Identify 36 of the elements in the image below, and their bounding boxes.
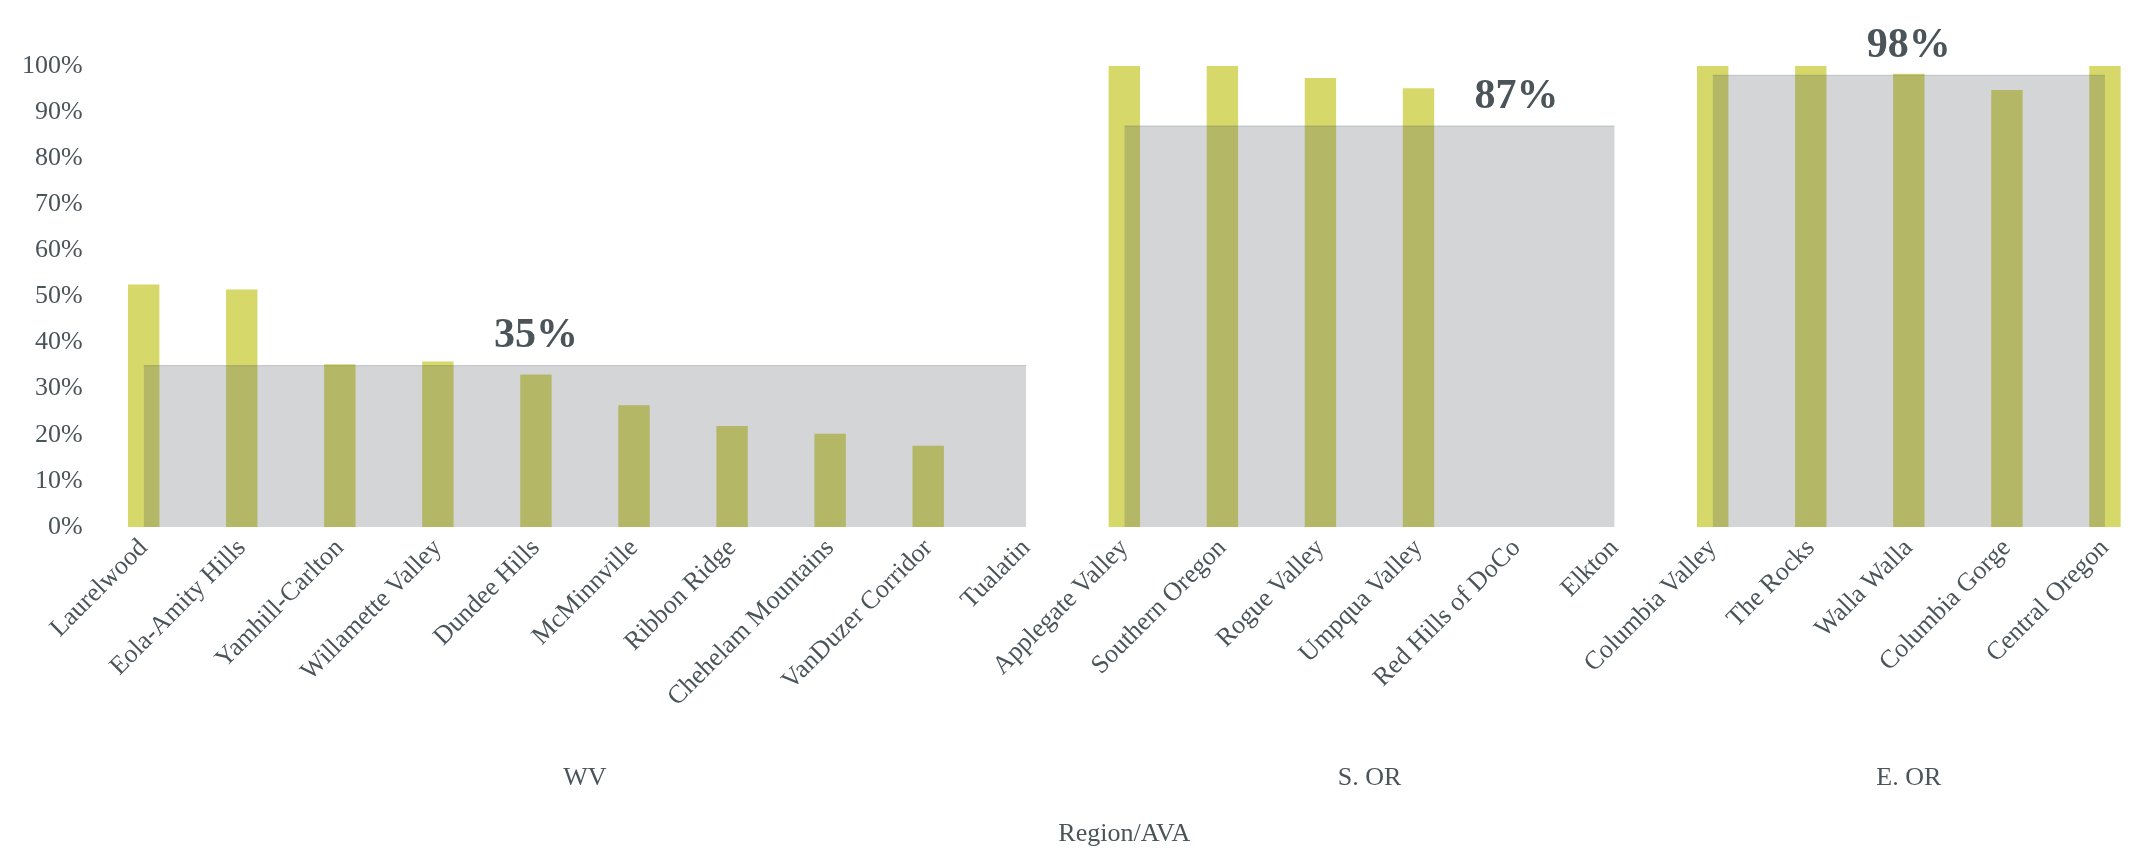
text: WV: [563, 761, 607, 791]
data-label: 98%: [1866, 20, 1951, 67]
y-tick-label: 0%: [47, 510, 83, 540]
bar: [520, 374, 552, 527]
bar: [1304, 77, 1337, 527]
text: E. OR: [1876, 761, 1942, 791]
y-tick-label: 80%: [34, 142, 83, 172]
y-tick-label: 30%: [34, 372, 83, 402]
bar: [2089, 66, 2121, 527]
bar: [1697, 66, 1729, 527]
bar: [1991, 89, 2023, 527]
y-tick-label: 90%: [34, 95, 83, 125]
y-tick-label: 20%: [34, 418, 83, 448]
text: S. OR: [1337, 761, 1402, 791]
bar: [128, 284, 160, 527]
bar: [1402, 88, 1435, 527]
bar: [422, 361, 454, 527]
y-tick-label: 50%: [34, 280, 83, 310]
bar: [716, 426, 748, 527]
x-axis-title: Region/AVA: [1058, 818, 1191, 848]
y-tick-label: 60%: [34, 234, 83, 264]
y-tick-label: 10%: [34, 464, 83, 494]
data-label: 35%: [493, 310, 578, 357]
bar: [814, 433, 846, 527]
bar: [1893, 73, 1925, 527]
bar: [1206, 66, 1239, 527]
bar: [912, 445, 944, 527]
bar: [226, 289, 258, 527]
bar: [1108, 66, 1141, 527]
y-tick-label: 70%: [34, 188, 83, 218]
bar: [1795, 66, 1827, 527]
bar: [618, 405, 650, 527]
bar: [324, 364, 356, 527]
y-tick-label: 40%: [34, 326, 83, 356]
y-tick-label: 100%: [21, 49, 83, 79]
data-label: 87%: [1474, 70, 1559, 117]
